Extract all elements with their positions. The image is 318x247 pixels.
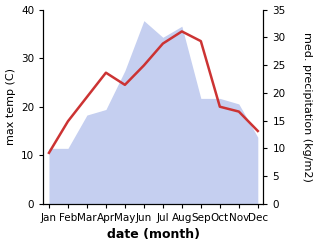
Y-axis label: max temp (C): max temp (C) [5,68,16,145]
X-axis label: date (month): date (month) [107,228,200,242]
Y-axis label: med. precipitation (kg/m2): med. precipitation (kg/m2) [302,32,313,182]
